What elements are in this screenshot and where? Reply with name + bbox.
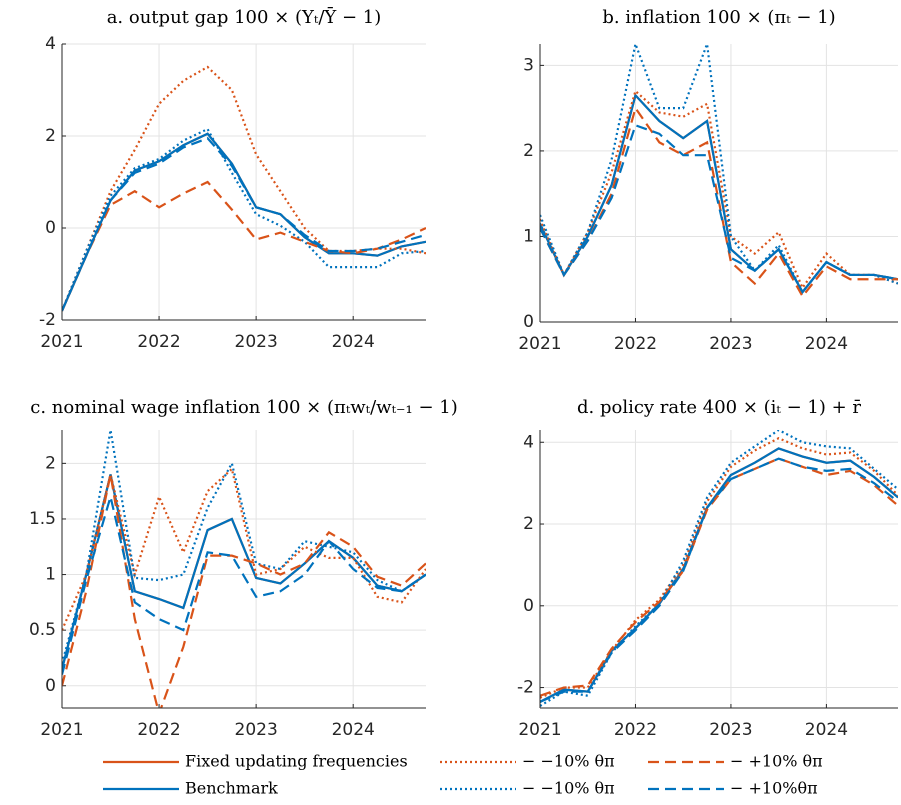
series-line [540, 457, 898, 703]
legend-label: − −10% θπ [522, 752, 615, 771]
series-line [540, 430, 898, 707]
series-line [62, 474, 426, 708]
x-tick-label: 2022 [137, 332, 180, 352]
x-tick-label: 2021 [40, 332, 83, 352]
series-line [62, 65, 426, 312]
panel: d. policy rate 400 × (iₜ − 1) + r̄ -2 0 2 4 2… [517, 397, 898, 740]
x-tick-label: 2023 [709, 720, 752, 740]
x-tick-label: 2024 [805, 720, 848, 740]
lines [62, 430, 426, 708]
y-tick-label: 2 [523, 514, 534, 534]
y-tick-label: 2 [45, 126, 56, 146]
legend-label: − +10% θπ [730, 752, 823, 771]
y-tick-label: -2 [39, 310, 56, 330]
y-tick-label: -2 [517, 678, 534, 698]
legend-label: − −10% θπ [522, 779, 615, 798]
x-tick-label: 2023 [235, 720, 278, 740]
y-tick-label: 3 [523, 55, 534, 75]
y-tick-label: 1.5 [29, 509, 56, 529]
series-line [540, 457, 898, 697]
series-line [540, 93, 898, 295]
x-tick-label: 2024 [332, 720, 375, 740]
legend-label: − +10%θπ [730, 779, 818, 798]
y-tick-label: 0 [45, 218, 56, 238]
y-tick-label: 1 [523, 226, 534, 246]
y-tick-label: 0.5 [29, 620, 56, 640]
series-line [62, 132, 426, 312]
series-line [62, 430, 426, 664]
series-line [62, 180, 426, 312]
x-tick-label: 2022 [614, 720, 657, 740]
y-tick-label: 2 [45, 453, 56, 473]
y-tick-label: 2 [523, 141, 534, 161]
x-tick-label: 2022 [614, 334, 657, 354]
series-line [62, 474, 426, 670]
x-tick-label: 2023 [235, 332, 278, 352]
y-tick-label: 4 [523, 432, 534, 452]
series-line [540, 93, 898, 295]
series-line [540, 89, 898, 291]
series-line [540, 436, 898, 699]
series-line [540, 123, 898, 295]
series-line [540, 44, 898, 295]
y-tick-label: 4 [45, 34, 56, 54]
legend: Fixed updating frequencies Benchmark − −10… [103, 752, 823, 798]
x-tick-label: 2021 [518, 334, 561, 354]
panel-title: d. policy rate 400 × (iₜ − 1) + r̄ [577, 397, 861, 418]
series-line [62, 127, 426, 312]
y-tick-label: 0 [45, 676, 56, 696]
x-tick-label: 2023 [709, 334, 752, 354]
y-tick-label: 0 [523, 312, 534, 332]
x-tick-label: 2024 [332, 332, 375, 352]
panel: a. output gap 100 × (Yₜ/Ȳ − 1) -2 0 2 4 2021 2… [39, 5, 426, 352]
panel-title: a. output gap 100 × (Yₜ/Ȳ − 1) [107, 5, 382, 28]
panel-title: b. inflation 100 × (πₜ − 1) [602, 7, 835, 28]
series-line [62, 132, 426, 312]
series-line [540, 447, 898, 703]
series-line [62, 466, 426, 631]
x-tick-label: 2024 [805, 334, 848, 354]
lines [540, 430, 898, 707]
legend-label: Fixed updating frequencies [185, 752, 408, 771]
series-line [540, 447, 898, 703]
panel-title: c. nominal wage inflation 100 × (πₜwₜ/wₜ… [30, 397, 458, 418]
y-tick-label: 1 [45, 565, 56, 585]
lines [62, 65, 426, 312]
series-line [62, 492, 426, 675]
x-tick-label: 2021 [40, 720, 83, 740]
panel: c. nominal wage inflation 100 × (πₜwₜ/wₜ… [29, 397, 458, 740]
panel: b. inflation 100 × (πₜ − 1) 0 1 2 3 2021 2022 2… [518, 7, 898, 354]
series-line [62, 137, 426, 312]
legend-label: Benchmark [185, 779, 278, 798]
lines [540, 44, 898, 299]
y-tick-label: 0 [523, 596, 534, 616]
x-tick-label: 2021 [518, 720, 561, 740]
x-tick-label: 2022 [137, 720, 180, 740]
